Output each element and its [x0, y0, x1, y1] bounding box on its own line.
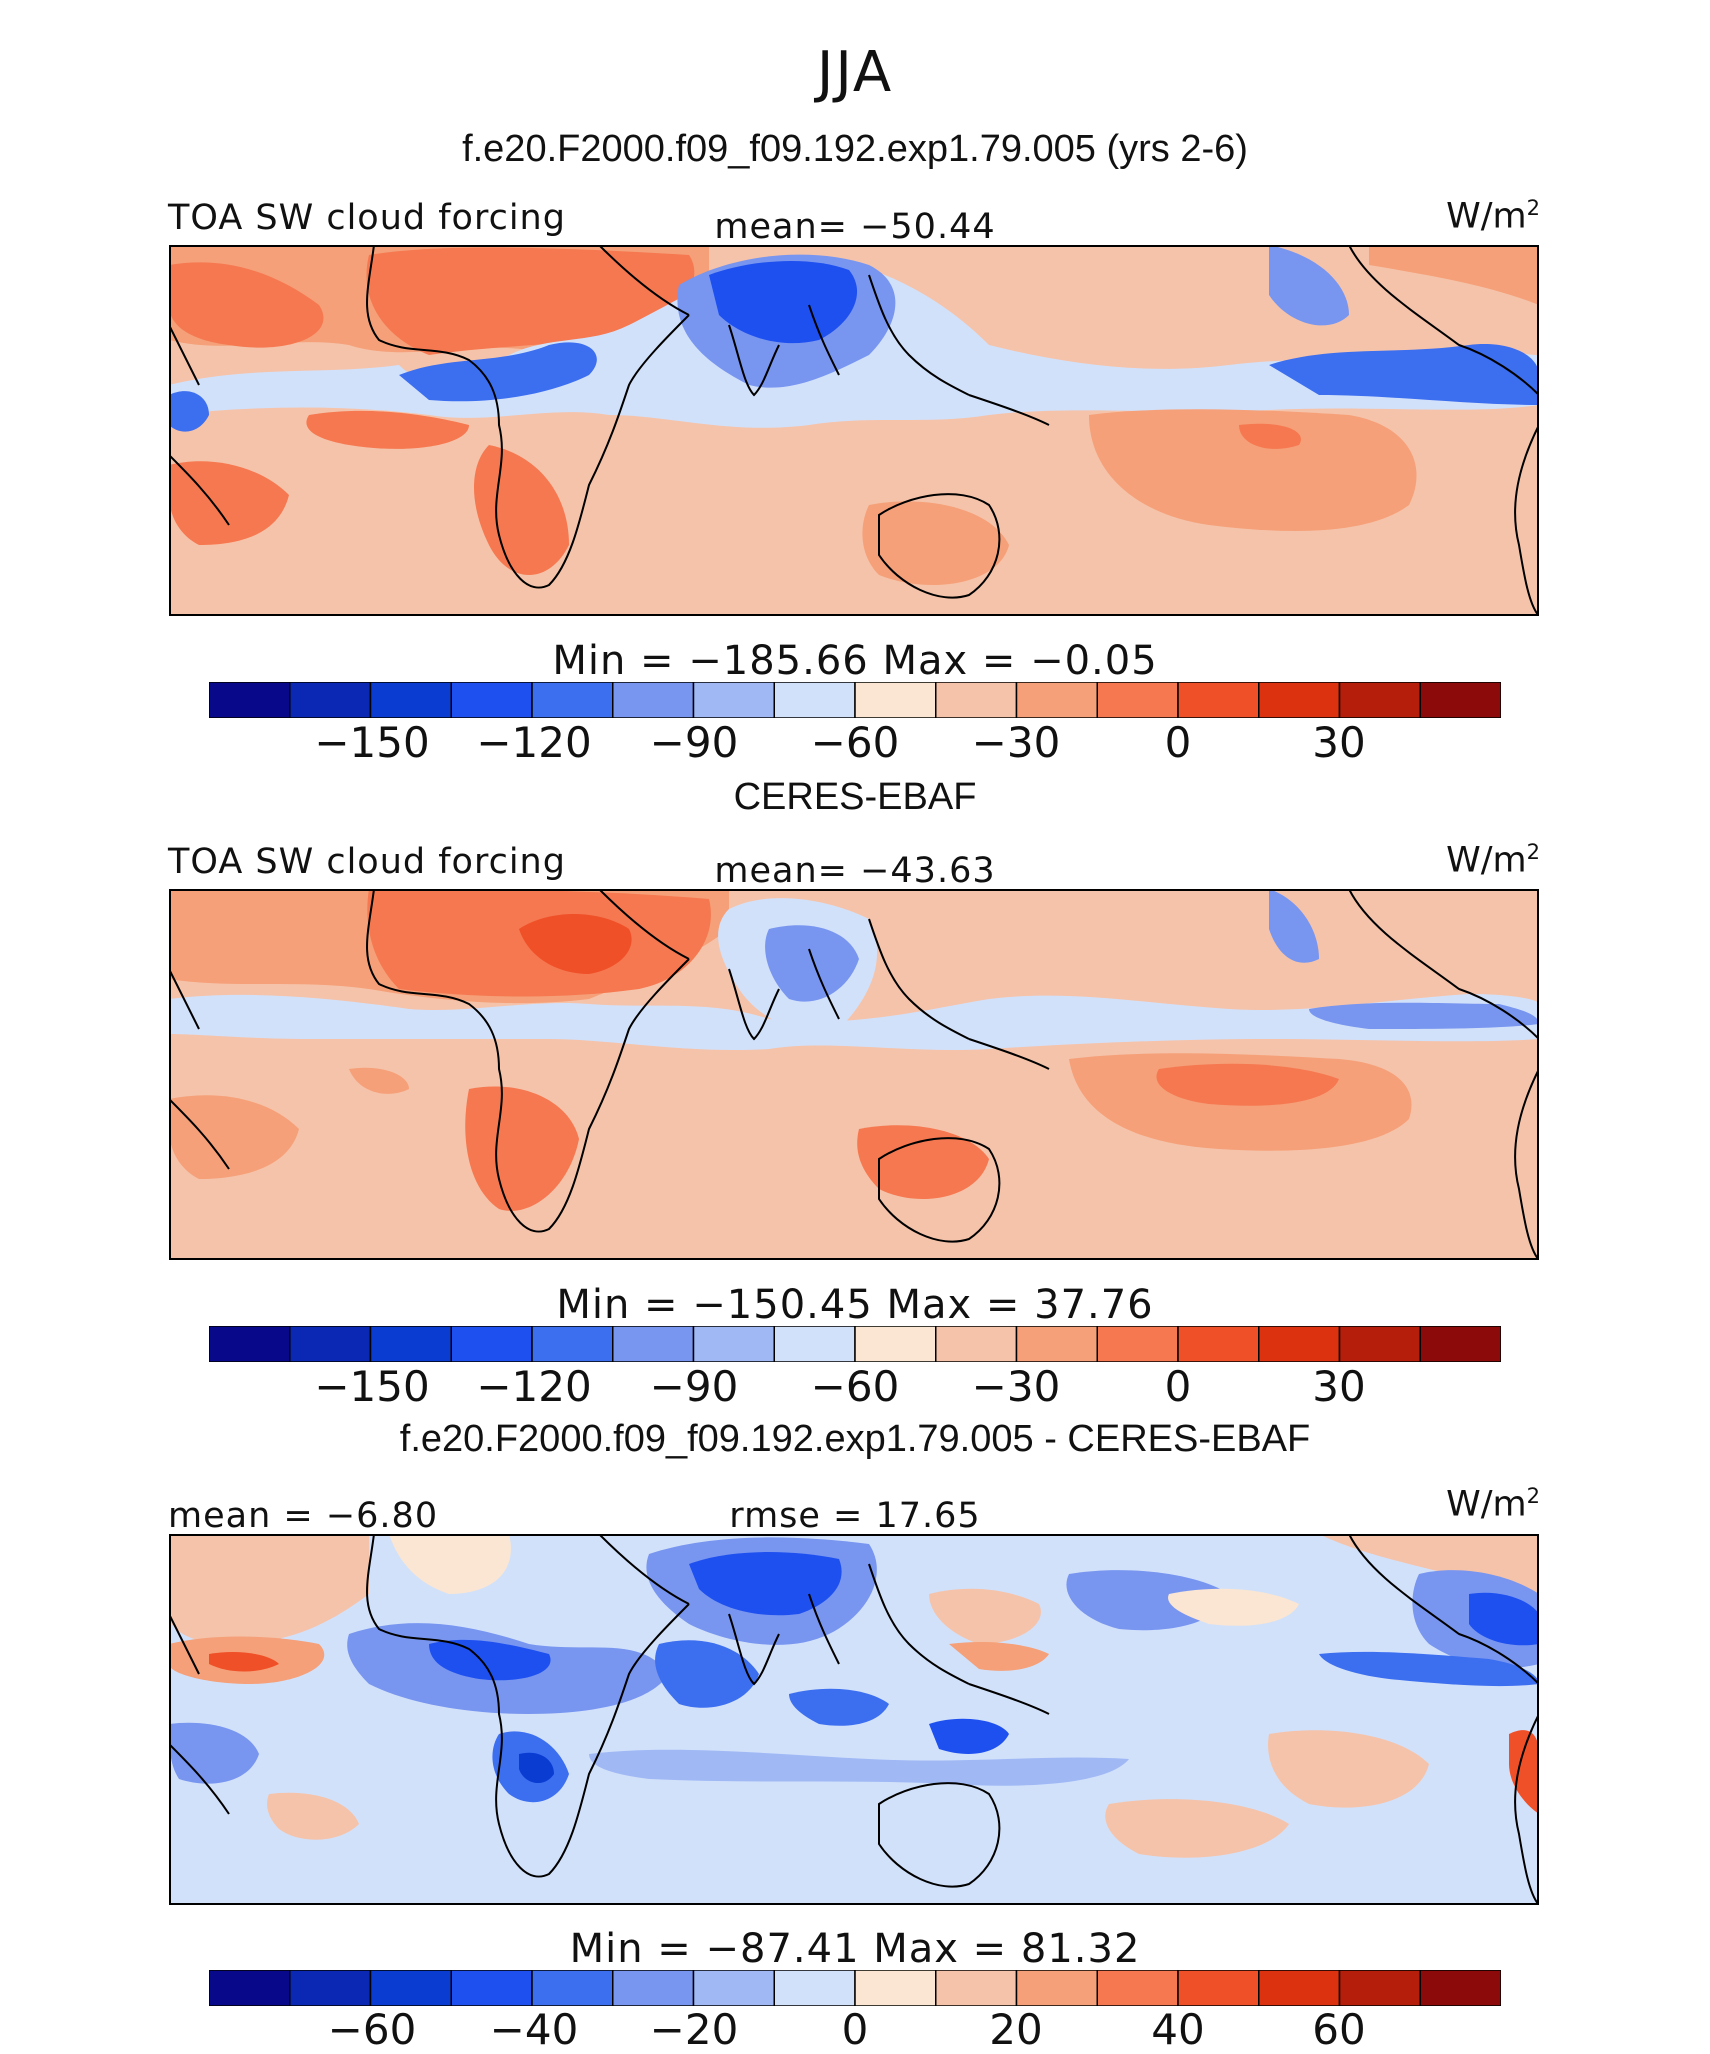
panel-1-mean-label: mean= −50.44 — [714, 207, 996, 247]
panel-1-tick: 0 — [1164, 718, 1192, 767]
panel-1-variable-label: TOA SW cloud forcing — [168, 198, 566, 238]
panel-3-minmax: Min = −87.41 Max = 81.32 — [569, 1926, 1141, 1972]
panel-3-tick: 40 — [1151, 2005, 1205, 2054]
panel-1-tick: −150 — [314, 718, 430, 767]
panel-1-title: f.e20.F2000.f09_f09.192.exp1.79.005 (yrs… — [462, 128, 1248, 170]
colorbar-swatch — [289, 682, 372, 718]
colorbar-swatch — [369, 682, 452, 718]
panel-2-title: CERES-EBAF — [733, 776, 977, 818]
colorbar-swatch — [1177, 682, 1260, 718]
colorbar-swatch — [1258, 1970, 1341, 2006]
panel-3-tick: −20 — [649, 2005, 739, 2054]
panel-1-colorbar — [209, 682, 1501, 718]
colorbar-swatch — [773, 1326, 856, 1362]
colorbar-swatch — [1015, 682, 1098, 718]
panel-3-rmse-label: rmse = 17.65 — [729, 1496, 981, 1536]
panel-1-units: W/m2 — [1446, 196, 1540, 237]
colorbar-swatch — [209, 682, 291, 718]
colorbar-swatch — [854, 682, 937, 718]
panel-2-tick: 30 — [1312, 1362, 1366, 1411]
panel-3-mean-label: mean = −6.80 — [168, 1496, 439, 1536]
panel-3-tick: 60 — [1312, 2005, 1366, 2054]
colorbar-swatch — [1338, 1326, 1421, 1362]
colorbar-swatch — [935, 1326, 1018, 1362]
colorbar-swatch — [1177, 1326, 1260, 1362]
panel-2-tick: −30 — [971, 1362, 1061, 1411]
colorbar-swatch — [773, 1970, 856, 2006]
panel-2-minmax: Min = −150.45 Max = 37.76 — [556, 1282, 1154, 1328]
panel-1-minmax: Min = −185.66 Max = −0.05 — [552, 638, 1158, 684]
colorbar-swatch — [854, 1326, 937, 1362]
panel-2-tick: −60 — [810, 1362, 900, 1411]
panel-3-map — [169, 1534, 1539, 1905]
colorbar-swatch — [1258, 1326, 1341, 1362]
colorbar-swatch — [692, 1970, 775, 2006]
main-title: JJA — [816, 40, 894, 105]
panel-1-tick: 30 — [1312, 718, 1366, 767]
colorbar-swatch — [289, 1326, 372, 1362]
panel-2-map — [169, 889, 1539, 1260]
panel-1-tick: −90 — [649, 718, 739, 767]
panel-1-tick: −60 — [810, 718, 900, 767]
panel-2-colorbar — [209, 1326, 1501, 1362]
panel-2-units: W/m2 — [1446, 840, 1540, 881]
panel-3-colorbar — [209, 1970, 1501, 2006]
colorbar-swatch — [369, 1326, 452, 1362]
colorbar-swatch — [692, 1326, 775, 1362]
colorbar-swatch — [1338, 682, 1421, 718]
colorbar-swatch — [209, 1326, 291, 1362]
panel-3-tick: 20 — [989, 2005, 1043, 2054]
colorbar-swatch — [1177, 1970, 1260, 2006]
colorbar-swatch — [612, 1326, 695, 1362]
panel-3-tick: −60 — [327, 2005, 417, 2054]
colorbar-swatch — [369, 1970, 452, 2006]
colorbar-swatch — [1419, 1326, 1501, 1362]
panel-2-mean-label: mean= −43.63 — [714, 851, 996, 891]
panel-2-variable-label: TOA SW cloud forcing — [168, 842, 566, 882]
colorbar-swatch — [854, 1970, 937, 2006]
colorbar-swatch — [935, 682, 1018, 718]
colorbar-swatch — [935, 1970, 1018, 2006]
panel-1-map — [169, 245, 1539, 616]
colorbar-swatch — [450, 1326, 533, 1362]
colorbar-swatch — [1258, 682, 1341, 718]
panel-3-tick: 0 — [841, 2005, 869, 2054]
colorbar-swatch — [531, 1970, 614, 2006]
colorbar-swatch — [1015, 1326, 1098, 1362]
colorbar-swatch — [1338, 1970, 1421, 2006]
colorbar-swatch — [1096, 682, 1179, 718]
colorbar-swatch — [209, 1970, 291, 2006]
colorbar-swatch — [1419, 1970, 1501, 2006]
panel-3-tick: −40 — [489, 2005, 579, 2054]
colorbar-swatch — [289, 1970, 372, 2006]
panel-3-units: W/m2 — [1446, 1484, 1540, 1525]
colorbar-swatch — [531, 1326, 614, 1362]
colorbar-swatch — [450, 682, 533, 718]
colorbar-swatch — [692, 682, 775, 718]
colorbar-swatch — [450, 1970, 533, 2006]
panel-3-title: f.e20.F2000.f09_f09.192.exp1.79.005 - CE… — [399, 1418, 1311, 1460]
colorbar-swatch — [1419, 682, 1501, 718]
colorbar-swatch — [612, 1970, 695, 2006]
colorbar-swatch — [1096, 1970, 1179, 2006]
panel-2-tick: 0 — [1164, 1362, 1192, 1411]
colorbar-swatch — [531, 682, 614, 718]
colorbar-swatch — [773, 682, 856, 718]
colorbar-swatch — [612, 682, 695, 718]
colorbar-swatch — [1096, 1326, 1179, 1362]
panel-2-tick: −90 — [649, 1362, 739, 1411]
panel-2-tick: −120 — [476, 1362, 592, 1411]
panel-2-tick: −150 — [314, 1362, 430, 1411]
panel-1-tick: −120 — [476, 718, 592, 767]
colorbar-swatch — [1015, 1970, 1098, 2006]
panel-1-tick: −30 — [971, 718, 1061, 767]
